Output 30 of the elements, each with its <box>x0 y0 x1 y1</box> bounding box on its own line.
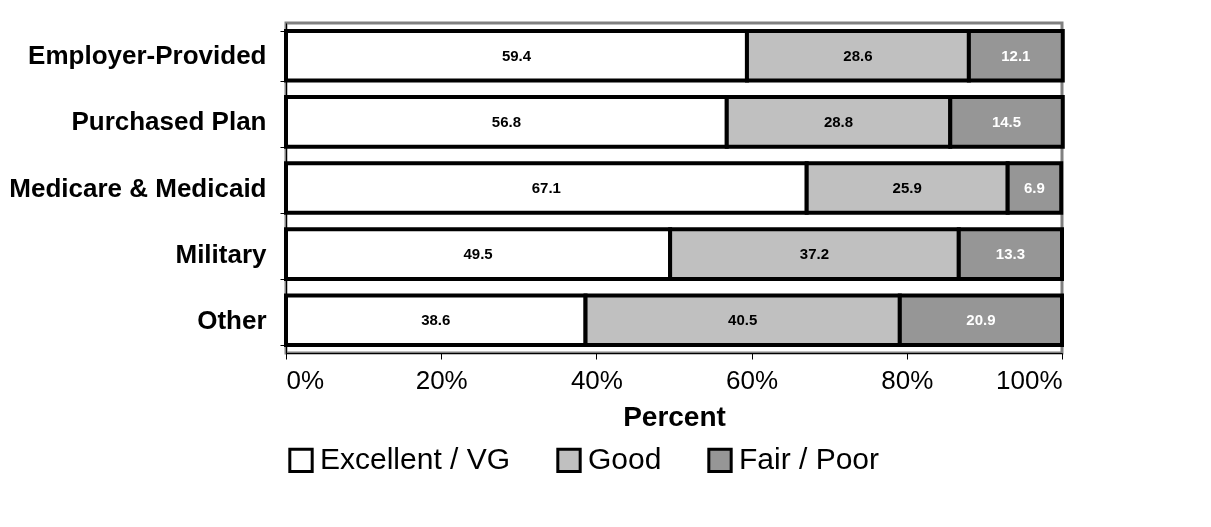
data-label: 67.1 <box>531 179 561 196</box>
data-label: 59.4 <box>501 46 532 64</box>
x-tick-label: 80% <box>881 364 934 395</box>
data-label: 28.8 <box>823 112 854 130</box>
legend-label: Fair / Poor <box>739 442 880 476</box>
data-label: 38.6 <box>421 311 451 329</box>
x-tick-label: 0% <box>286 364 325 395</box>
x-tick-label: 20% <box>415 364 468 395</box>
y-tick-label: Purchased Plan <box>71 106 267 137</box>
data-label: 20.9 <box>966 311 996 329</box>
x-tick-label: 100% <box>996 364 1063 395</box>
legend-label: Good <box>588 442 662 476</box>
data-label: 13.3 <box>995 245 1025 263</box>
data-label: 12.1 <box>1001 46 1031 64</box>
y-tick-label: Medicare & Medicaid <box>9 172 267 203</box>
data-label: 40.5 <box>728 311 758 329</box>
legend-label: Excellent / VG <box>320 442 511 476</box>
y-tick-label: Military <box>175 238 268 269</box>
data-label: 14.5 <box>991 112 1022 130</box>
data-label: 25.9 <box>892 179 922 196</box>
x-tick-label: 40% <box>570 364 623 395</box>
data-label: 37.2 <box>799 245 830 263</box>
y-tick-label: Other <box>197 304 267 335</box>
data-label: 28.6 <box>843 46 873 64</box>
data-label: 56.8 <box>491 112 521 130</box>
y-tick-label: Employer-Provided <box>28 40 267 71</box>
data-label: 6.9 <box>1024 179 1045 196</box>
data-label: 49.5 <box>463 245 493 263</box>
x-tick-label: 60% <box>726 364 779 395</box>
x-axis-title: Percent <box>623 400 726 432</box>
